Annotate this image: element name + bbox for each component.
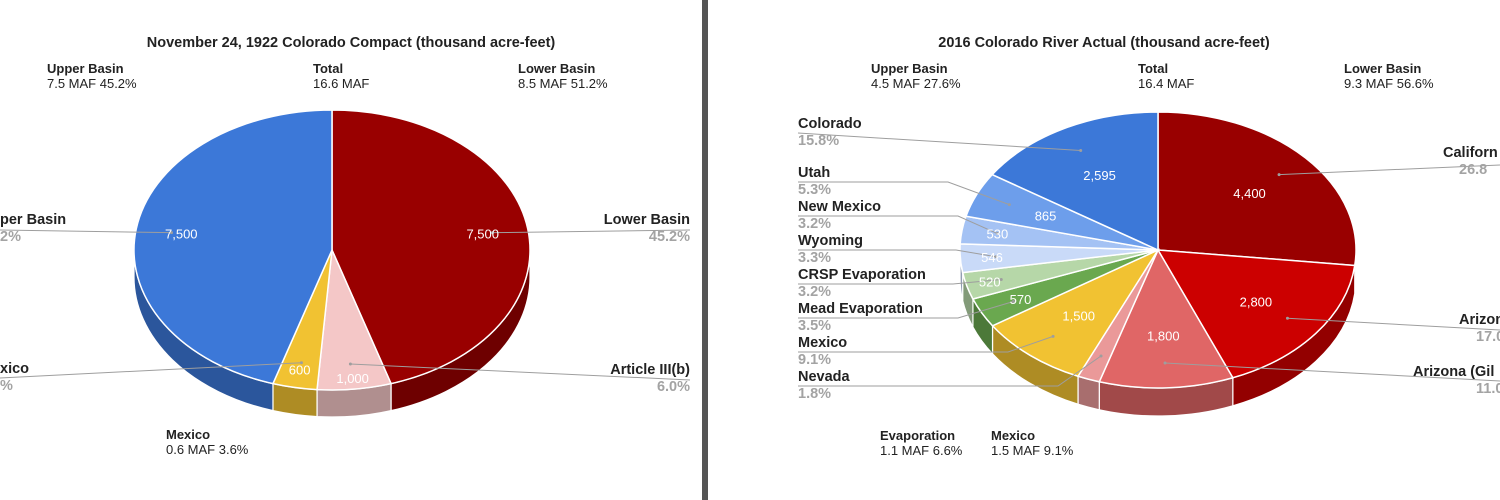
leader-dot-mead-evaporation [1011,299,1015,303]
leader-new-mexico [798,215,998,235]
value-label-california: 4,400 [1233,186,1266,201]
total-summary: Total 16.4 MAF [1138,61,1195,91]
mexico-summary: Mexico 1.5 MAF 9.1% [991,428,1074,458]
slice-label-mexico: xico % [0,361,30,394]
value-label-mexico: 600 [289,363,311,378]
total-summary: Total 16.6 MAF [313,61,370,91]
leader-wyoming [798,249,997,258]
leader-colorado [797,132,1081,151]
leader-dot-nevada [1099,354,1103,358]
leader-utah [798,181,1010,206]
leader-lines [0,229,691,381]
slice-label-lower-basin: Lower Basin 45.2% [603,212,690,245]
upper-basin-summary: Upper Basin 4.5 MAF 27.6% [871,61,961,91]
value-labels: 7,500 1,000 600 7,500 [165,227,499,386]
value-label-mead-evaporation: 570 [1010,292,1032,307]
slice-mexico [991,248,1160,378]
leader-article-iii-b [350,363,691,381]
value-labels: 4,400 2,800 1,800 1,500 570 520 546 530 865 2,595 [979,168,1272,344]
value-label-wyoming: 546 [981,250,1003,265]
leader-california [1279,164,1500,176]
lower-basin-summary: Lower Basin 8.5 MAF 51.2% [518,61,608,91]
slice-label-wyoming: Wyoming 3.3% [798,233,863,266]
leader-crsp-evaporation [798,279,1002,285]
slice-lower-basin [331,109,531,385]
leader-dot-upper-basin [169,231,173,235]
leader-dot-arizona-gila [1163,361,1167,365]
leader-lines [797,132,1500,387]
lower-basin-summary: Lower Basin 9.3 MAF 56.6% [1344,61,1434,91]
slice-colorado [990,111,1159,252]
leader-mexico [798,335,1054,353]
value-label-colorado: 2,595 [1083,168,1116,183]
leader-dot-lower-basin [491,231,495,235]
chart-title: 2016 Colorado River Actual (thousand acr… [938,35,1270,51]
slice-label-article-iiib: Article III(b) 6.0% [610,362,690,395]
slice-label-arizona: Arizon 17.0 [1459,312,1500,345]
slice-label-california: Californ 26.8 [1443,145,1498,178]
leader-dot-california [1277,173,1281,177]
leader-dot-crsp-evaporation [999,278,1003,282]
leader-dot-utah [1007,203,1011,207]
chart-title: November 24, 1922 Colorado Compact (thou… [146,35,556,51]
leader-mexico [0,362,302,379]
value-label-arizona: 2,800 [1240,295,1273,310]
leader-arizona [1287,317,1500,331]
value-label-upper-basin: 7,500 [165,227,198,242]
value-label-lower-basin: 7,500 [466,227,499,242]
slice-label-arizona-gila: Arizona (Gil 11.0 [1413,364,1500,397]
leader-dot-mexico [1051,334,1055,338]
leader-nevada [798,355,1102,387]
leader-dot-mexico [299,361,303,365]
slice-label-mexico: Mexico 9.1% [798,335,848,368]
leader-lower-basin [492,229,691,234]
panel-divider [702,0,708,500]
leader-dot-new-mexico [995,232,999,236]
evaporation-summary: Evaporation 1.1 MAF 6.6% [880,428,963,458]
pie-slices [133,109,531,391]
pie-depth [133,249,531,418]
slice-label-mead-evaporation: Mead Evaporation 3.5% [798,301,923,334]
pie-slices [959,111,1357,389]
leader-arizona-gila [1164,362,1500,382]
slice-label-colorado: Colorado 15.8% [798,116,862,149]
slice-upper-basin [133,109,333,385]
pie-chart-2016: 4,400 2,800 1,800 1,500 570 520 546 530 865 2,595 [797,111,1500,417]
slice-label-crsp-evaporation: CRSP Evaporation 3.2% [798,267,926,300]
value-label-article-iii-b: 1,000 [336,371,369,386]
slice-california [1157,111,1357,267]
leader-mead-evaporation [798,300,1014,319]
leader-dot-wyoming [994,255,998,259]
slice-label-nevada: Nevada 1.8% [798,369,850,402]
value-label-mexico: 1,500 [1062,308,1095,323]
value-label-arizona-gila: 1,800 [1147,328,1180,343]
value-label-crsp-evaporation: 520 [979,275,1001,290]
compact-1922-panel: November 24, 1922 Colorado Compact (thou… [0,0,702,500]
actual-2016-panel: 2016 Colorado River Actual (thousand acr… [708,0,1500,500]
mexico-summary: Mexico 0.6 MAF 3.6% [166,427,249,457]
leader-dot-arizona [1285,316,1289,320]
leader-upper-basin [0,229,172,234]
slice-label-new-mexico: New Mexico 3.2% [798,199,881,232]
slice-arizona [1156,249,1356,379]
slice-label-upper-basin: per Basin 2% [0,212,67,245]
leader-dot-colorado [1079,148,1083,152]
upper-basin-summary: Upper Basin 7.5 MAF 45.2% [47,61,137,91]
slice-label-utah: Utah 5.3% [798,165,832,198]
value-label-utah: 865 [1035,209,1057,224]
slice-arizona-gila [1098,248,1234,389]
value-label-new-mexico: 530 [987,227,1009,242]
leader-dot-article-iii-b [348,362,352,366]
pie-chart-1922: 7,500 1,000 600 7,500 [0,109,691,418]
